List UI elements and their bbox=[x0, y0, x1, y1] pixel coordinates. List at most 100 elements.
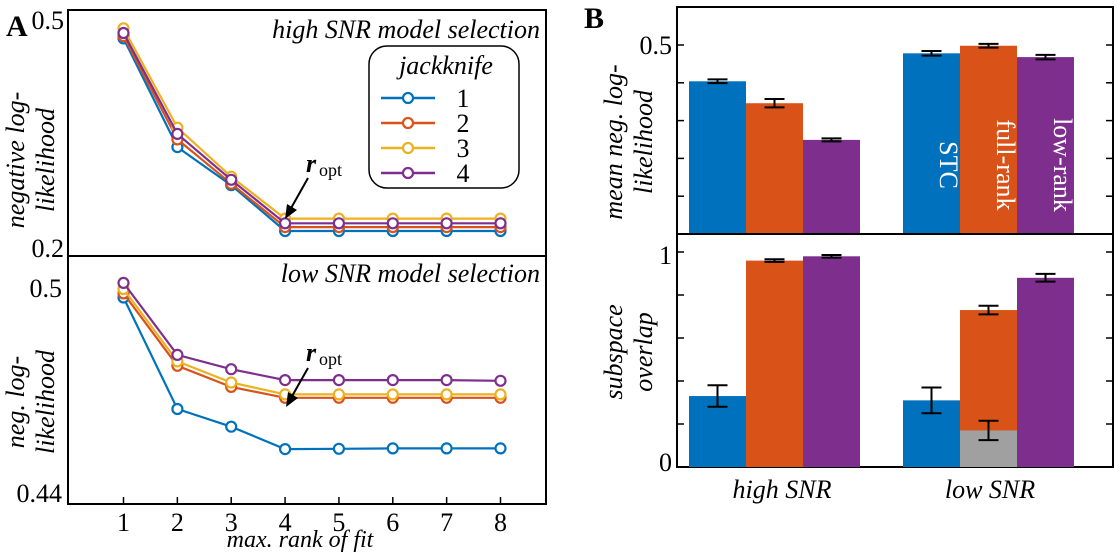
panel-b-top-bar-high-snr-low-rank bbox=[803, 139, 860, 234]
panel-a-bottom-annotation-r: r bbox=[306, 338, 317, 367]
panel-a-bottom-point-series-4-x6 bbox=[386, 374, 399, 387]
panel-a-bottom-point-series-4-x7 bbox=[440, 374, 453, 387]
panel-a-xtick-label-4: 4 bbox=[279, 508, 292, 537]
panel-a-bottom-point-series-3-x8 bbox=[494, 388, 507, 401]
panel-b-bottom-ytick-max: 1 bbox=[659, 241, 672, 270]
panel-b-label: B bbox=[584, 2, 604, 35]
panel-b-top-bar-high-snr-full-rank bbox=[746, 103, 803, 234]
panel-a-bottom-point-series-1-x7 bbox=[440, 442, 453, 455]
panel-a-bottom-line-series-4 bbox=[122, 282, 501, 382]
panel-a-top-line-series-3 bbox=[122, 27, 501, 220]
panel-a-bottom-axes bbox=[67, 255, 547, 505]
panel-a-xlabel: max. rank of fit bbox=[227, 527, 375, 553]
panel-a-bottom-point-series-1-x5 bbox=[332, 442, 345, 455]
panel-a-bottom-point-series-4-x3 bbox=[225, 363, 238, 376]
panel-b-bottom-bars bbox=[677, 251, 1113, 467]
panel-a-top-line-series-1 bbox=[122, 37, 501, 233]
panel-a-bottom-chart: low SNR model selection 0.5 0.44 neg. lo… bbox=[1, 255, 547, 553]
panel-b-bar-label-full-rank: full-rank bbox=[991, 120, 1020, 211]
panel-b-bottom-bar-high-snr-stc bbox=[689, 396, 746, 467]
panel-a-top-ylabel: negative log-likelihood bbox=[1, 92, 60, 228]
legend-marker-2 bbox=[401, 116, 415, 130]
panel-b-top-bar-low-snr-full-rank bbox=[960, 45, 1017, 235]
panel-a-bottom-point-series-4-x5 bbox=[332, 374, 345, 387]
panel-a-top-point-series-4-x7 bbox=[440, 217, 453, 230]
panel-a-top-title: high SNR model selection bbox=[272, 15, 540, 44]
panel-a-xtick-label-5: 5 bbox=[332, 508, 345, 537]
panel-b-bottom-bar-high-snr-full-rank bbox=[746, 260, 803, 467]
legend-label-4: 4 bbox=[457, 159, 470, 188]
panel-a-bottom-point-series-1-x6 bbox=[386, 442, 399, 455]
panel-a-top-point-series-4-x1 bbox=[117, 26, 130, 40]
panel-a-bottom-series-group bbox=[117, 276, 507, 456]
panel-a-top-point-series-4-x4 bbox=[279, 217, 292, 230]
panel-a-bottom-point-series-4-x2 bbox=[171, 348, 184, 361]
panel-b-top-ytick: 0.5 bbox=[640, 31, 673, 60]
panel-a-top-point-series-4-x2 bbox=[171, 127, 184, 140]
panel-b-bottom-bar-high-snr-low-rank bbox=[803, 256, 860, 467]
panel-a-bottom-ytick-min: 0.44 bbox=[17, 479, 63, 508]
panel-b-bottom-axes bbox=[676, 233, 1114, 468]
panel-a-bottom-point-series-1-x8 bbox=[494, 442, 507, 455]
panel-a-bottom-arrow-shaft bbox=[290, 367, 309, 399]
panel-a-top-annotation: r opt bbox=[285, 149, 342, 219]
panel-b-bottom-bar-low-snr-low-rank bbox=[1017, 277, 1074, 467]
panel-a-bottom-point-series-3-x7 bbox=[440, 388, 453, 401]
legend-label-2: 2 bbox=[457, 109, 470, 138]
panel-b-top-bar-high-snr-stc bbox=[689, 81, 746, 235]
legend-label-1: 1 bbox=[457, 84, 470, 113]
panel-a-xtick-label-7: 7 bbox=[440, 508, 453, 537]
panel-a-bottom-line-series-1 bbox=[122, 297, 501, 451]
panel-a-top-point-series-4-x6 bbox=[386, 217, 399, 230]
panel-b-bottom-ylabel: subspaceoverlap bbox=[599, 304, 658, 399]
panel-a-top-line-series-4 bbox=[122, 32, 501, 225]
panel-a-xtick-label-2: 2 bbox=[171, 508, 184, 537]
panel-a-bottom-line-series-3 bbox=[122, 288, 501, 396]
legend-label-3: 3 bbox=[457, 134, 470, 163]
panel-a-label: A bbox=[6, 10, 28, 43]
panel-a-bottom-point-series-1-x4 bbox=[279, 443, 292, 456]
panel-a-top-point-series-4-x8 bbox=[494, 217, 507, 230]
panel-a-top-line-series-2 bbox=[122, 35, 501, 229]
panel-b-bottom-chart: 1 0 subspaceoverlap high SNR low SNR bbox=[599, 233, 1114, 504]
panel-a-top-annotation-sub: opt bbox=[319, 160, 342, 180]
panel-b-top-ylabel: mean neg. log-likelihood bbox=[599, 64, 658, 219]
panel-a-xtick-label-3: 3 bbox=[225, 508, 238, 537]
panel-a-bottom-line-series-2 bbox=[122, 292, 501, 399]
panel-a-bottom-point-series-1-x2 bbox=[171, 402, 184, 416]
panel-b-xtick-high-snr: high SNR bbox=[733, 475, 832, 504]
panel-b-top-bar-low-snr-low-rank bbox=[1017, 57, 1074, 234]
panel-b-top-chart: STC full-rank low-rank 0.5 mean neg. log-l… bbox=[599, 6, 1114, 235]
panel-a-bottom-annotation-sub: opt bbox=[319, 349, 342, 369]
panel-a-bottom-point-series-4-x8 bbox=[494, 374, 507, 387]
panel-a-top-series-group bbox=[117, 22, 507, 238]
panel-a-top-annotation-r: r bbox=[306, 149, 317, 178]
legend-marker-1 bbox=[401, 91, 415, 105]
panel-b-bar-label-stc: STC bbox=[934, 141, 963, 189]
panel-b-top-bar-low-snr-stc bbox=[903, 53, 960, 234]
panel-a-bottom-point-series-4-x1 bbox=[117, 276, 130, 289]
panel-a-bottom-point-series-1-x3 bbox=[225, 420, 238, 433]
panel-a-top-ytick-min: 0.2 bbox=[32, 234, 65, 263]
panel-a-bottom-point-series-4-x4 bbox=[279, 374, 292, 387]
panel-a-top-chart: high SNR model selection 0.5 0.2 negativ… bbox=[1, 6, 547, 263]
legend-marker-3 bbox=[401, 141, 415, 155]
panel-a-xtick-label-8: 8 bbox=[494, 508, 507, 537]
legend-title: jackknife bbox=[396, 51, 493, 80]
panel-a-xtick-label-1: 1 bbox=[117, 508, 130, 537]
panel-a-bottom-point-series-3-x3 bbox=[225, 376, 238, 389]
panel-a-bottom-point-series-3-x5 bbox=[332, 388, 345, 401]
panel-a-bottom-point-series-3-x6 bbox=[386, 388, 399, 401]
panel-b-bar-label-low-rank: low-rank bbox=[1048, 118, 1077, 212]
panel-a-bottom-arrow-head bbox=[286, 392, 298, 407]
panel-b-xtick-low-snr: low SNR bbox=[945, 475, 1035, 504]
panel-a-top-ytick-max: 0.5 bbox=[32, 6, 65, 35]
panel-a-xtick-label-6: 6 bbox=[386, 508, 399, 537]
panel-b-bottom-ytick-min: 0 bbox=[659, 448, 672, 477]
panel-a-top-point-series-4-x3 bbox=[225, 173, 238, 186]
panel-a-bottom-title: low SNR model selection bbox=[281, 259, 540, 288]
panel-a-bottom-ytick-max: 0.5 bbox=[30, 274, 63, 303]
panel-a-bottom-annotation: r opt bbox=[286, 338, 342, 407]
legend-marker-4 bbox=[401, 166, 415, 180]
